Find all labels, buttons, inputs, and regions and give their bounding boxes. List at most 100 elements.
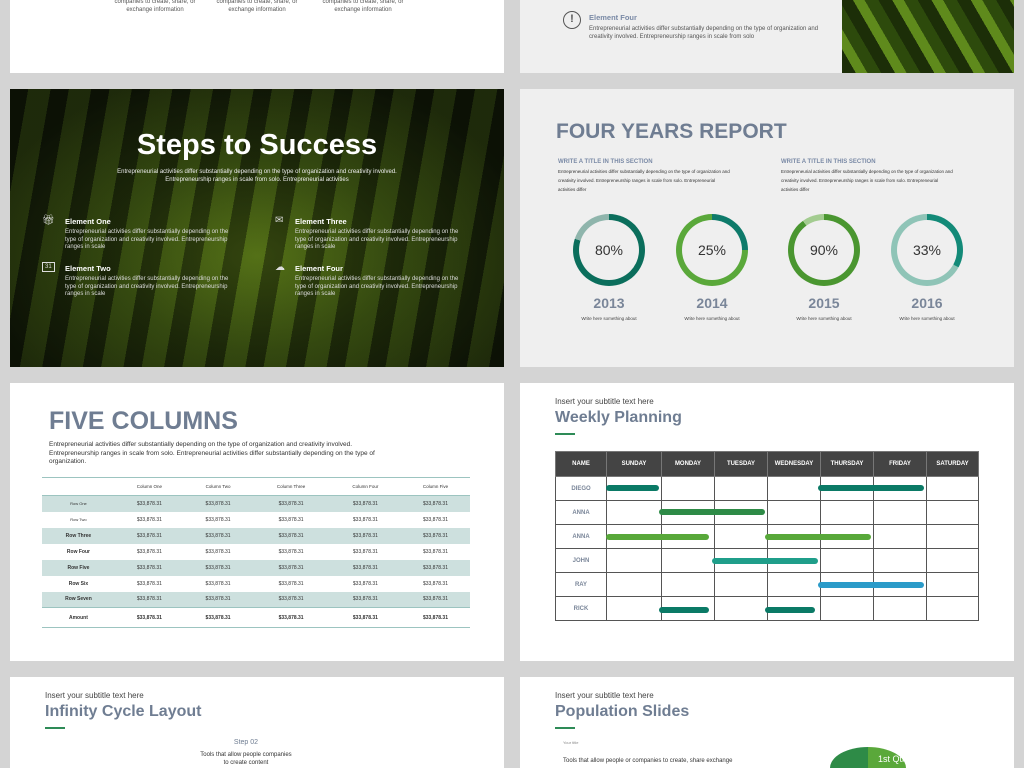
element-title: Element Four: [295, 264, 343, 273]
slide-weekly-planning[interactable]: Insert your subtitle text here Weekly Pl…: [520, 383, 1014, 661]
person-name: ANNA: [555, 500, 607, 525]
table-row: Row Two $33,878.31 $33,878.31 $33,878.31 $33…: [42, 512, 470, 528]
slide-thumbnail-2[interactable]: ! Element Four Entrepreneurial activitie…: [520, 0, 1014, 73]
column-header: Column One: [114, 477, 184, 496]
gift-icon: 🎁︎: [42, 215, 55, 226]
column-header: Column Three: [252, 477, 330, 496]
table-cell: $33,878.31: [205, 516, 231, 523]
slide-text: Entrepreneurial activities differ substa…: [49, 441, 375, 465]
schedule-bar[interactable]: [659, 509, 765, 516]
person-name: RAY: [555, 572, 607, 597]
schedule-bar[interactable]: [659, 606, 710, 613]
title-underline: [45, 727, 65, 729]
day-cell: [820, 500, 874, 525]
table-cell: Row Three: [42, 527, 115, 544]
day-cell: [714, 596, 768, 621]
table-cell: $33,878.31: [205, 580, 231, 587]
slide-infinity-cycle[interactable]: Insert your subtitle text here Infinity …: [10, 677, 504, 768]
table-cell: $33,878.31: [136, 548, 162, 555]
title-underline: [555, 727, 575, 729]
day-cell: [767, 500, 821, 525]
day-cell: [606, 548, 662, 573]
ring-value: 33%: [897, 220, 957, 280]
table-cell: $33,878.31: [183, 591, 253, 608]
slide-subtitle: Insert your subtitle text here: [555, 691, 654, 700]
table-cell: $33,878.31: [114, 527, 184, 544]
element-title: Element One: [65, 217, 111, 226]
slide-title: Weekly Planning: [555, 409, 682, 426]
slide-thumbnail-1[interactable]: companies to create, share, or exchange …: [10, 0, 504, 73]
table-cell: $33,878.31: [329, 591, 401, 608]
column-header: Column Five: [400, 477, 470, 496]
table-row: ANNA: [555, 500, 979, 525]
table-cell: $33,878.31: [400, 495, 470, 512]
table-cell: Row One: [42, 495, 115, 512]
table-row: Row Seven $33,878.31 $33,878.31 $33,878.31 $…: [42, 591, 470, 608]
schedule-bar[interactable]: [606, 533, 710, 540]
slide-five-columns[interactable]: FIVE COLUMNS Entrepreneurial activities …: [10, 383, 504, 661]
schedule-bar[interactable]: [606, 485, 659, 491]
table-cell: $33,878.31: [114, 591, 184, 608]
ring-caption: Write here something about: [684, 316, 740, 321]
day-cell: [873, 596, 927, 621]
table-cell: $33,878.31: [183, 559, 253, 576]
table-cell: $33,878.31: [136, 580, 162, 587]
column-header: Column Two: [183, 477, 253, 496]
table-cell: $33,878.31: [352, 548, 378, 555]
table-cell: $33,878.31: [183, 527, 253, 544]
table-cell: $33,878.31: [400, 607, 470, 628]
table-header-row: Column One Column Two Column Three Column F…: [42, 477, 470, 496]
slide-population[interactable]: Insert your subtitle text here Populatio…: [520, 677, 1014, 768]
schedule-bar[interactable]: [818, 582, 924, 589]
column-header: THURSDAY: [820, 451, 874, 477]
slide-steps-to-success[interactable]: Steps to Success Entrepreneurial activit…: [10, 89, 504, 367]
slide-subtitle: Entrepreneurial activities differ substa…: [117, 169, 397, 183]
column-header: SATURDAY: [926, 451, 979, 477]
column-header: TUESDAY: [714, 451, 768, 477]
schedule-bar[interactable]: [765, 533, 871, 540]
schedule-bar[interactable]: [818, 485, 924, 491]
day-cell: [873, 548, 927, 573]
day-cell: [926, 596, 979, 621]
slide-title: Infinity Cycle Layout: [45, 703, 202, 720]
table-cell: $33,878.31: [114, 607, 184, 628]
slide-four-years-report[interactable]: FOUR YEARS REPORT WRITE A TITLE IN THIS …: [520, 89, 1014, 367]
section-title: WRITE A TITLE IN THIS SECTION: [781, 159, 876, 165]
table-cell: Row Five: [42, 559, 115, 576]
slide-title: Population Slides: [555, 703, 690, 720]
day-cell: [820, 596, 874, 621]
column-header: NAME: [555, 451, 607, 477]
progress-ring: 25%: [676, 214, 748, 286]
table-cell: $33,878.31: [352, 580, 378, 587]
pie-label: 1st Qtr: [878, 754, 906, 764]
table-cell: $33,878.31: [352, 516, 378, 523]
table-cell: $33,878.31: [400, 527, 470, 544]
column-header: Column Four: [329, 477, 401, 496]
slide-title: FIVE COLUMNS: [49, 407, 238, 435]
column-text: companies to create, share, or exchange …: [216, 0, 298, 13]
table-cell: $33,878.31: [329, 495, 401, 512]
table-cell: $33,878.31: [278, 548, 304, 555]
day-cell: [661, 548, 715, 573]
table-row: Row Five $33,878.31 $33,878.31 $33,878.31 $3…: [42, 559, 470, 576]
ring-year: 2016: [911, 295, 943, 311]
table-cell: $33,878.31: [183, 495, 253, 512]
table-cell: $33,878.31: [205, 548, 231, 555]
column-header: MONDAY: [661, 451, 715, 477]
pie-chart: [830, 747, 906, 768]
element-text: Entrepreneurial activities differ substa…: [589, 26, 819, 40]
schedule-bar[interactable]: [765, 606, 816, 613]
calendar-icon: 31: [42, 262, 55, 272]
table-cell: $33,878.31: [422, 516, 448, 523]
table-cell: Row Six: [68, 580, 89, 587]
exclamation-circle-icon: !: [563, 11, 581, 29]
step-text: Tools that allow people companies to cre…: [200, 752, 292, 766]
column-text: companies to create, share, or exchange …: [114, 0, 196, 13]
schedule-bar[interactable]: [712, 557, 818, 564]
table-cell: $33,878.31: [422, 548, 448, 555]
table-cell: $33,878.31: [114, 559, 184, 576]
title-underline: [555, 433, 575, 435]
element-text: Entrepreneurial activities differ substa…: [295, 229, 459, 250]
element-text: Entrepreneurial activities differ substa…: [65, 229, 229, 250]
table-cell: $33,878.31: [278, 580, 304, 587]
